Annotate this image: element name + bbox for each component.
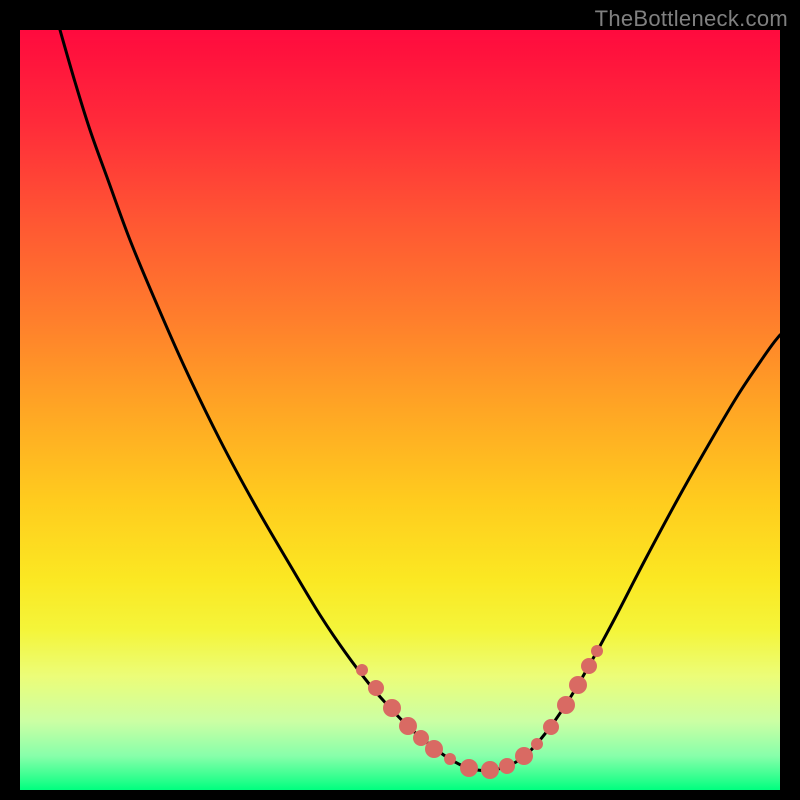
curve-dot — [356, 664, 368, 676]
curve-dot — [383, 699, 401, 717]
curve-dot — [368, 680, 384, 696]
gradient-background — [20, 30, 780, 790]
curve-dot — [425, 740, 443, 758]
curve-dot — [515, 747, 533, 765]
curve-dot — [413, 730, 429, 746]
curve-dot — [591, 645, 603, 657]
curve-dot — [569, 676, 587, 694]
curve-dot — [399, 717, 417, 735]
curve-dot — [557, 696, 575, 714]
curve-dot — [581, 658, 597, 674]
curve-dot — [444, 753, 456, 765]
curve-dot — [531, 738, 543, 750]
watermark-text: TheBottleneck.com — [595, 6, 788, 32]
curve-dot — [481, 761, 499, 779]
curve-dot — [460, 759, 478, 777]
curve-dot — [543, 719, 559, 735]
bottleneck-chart — [20, 30, 780, 790]
curve-dot — [499, 758, 515, 774]
